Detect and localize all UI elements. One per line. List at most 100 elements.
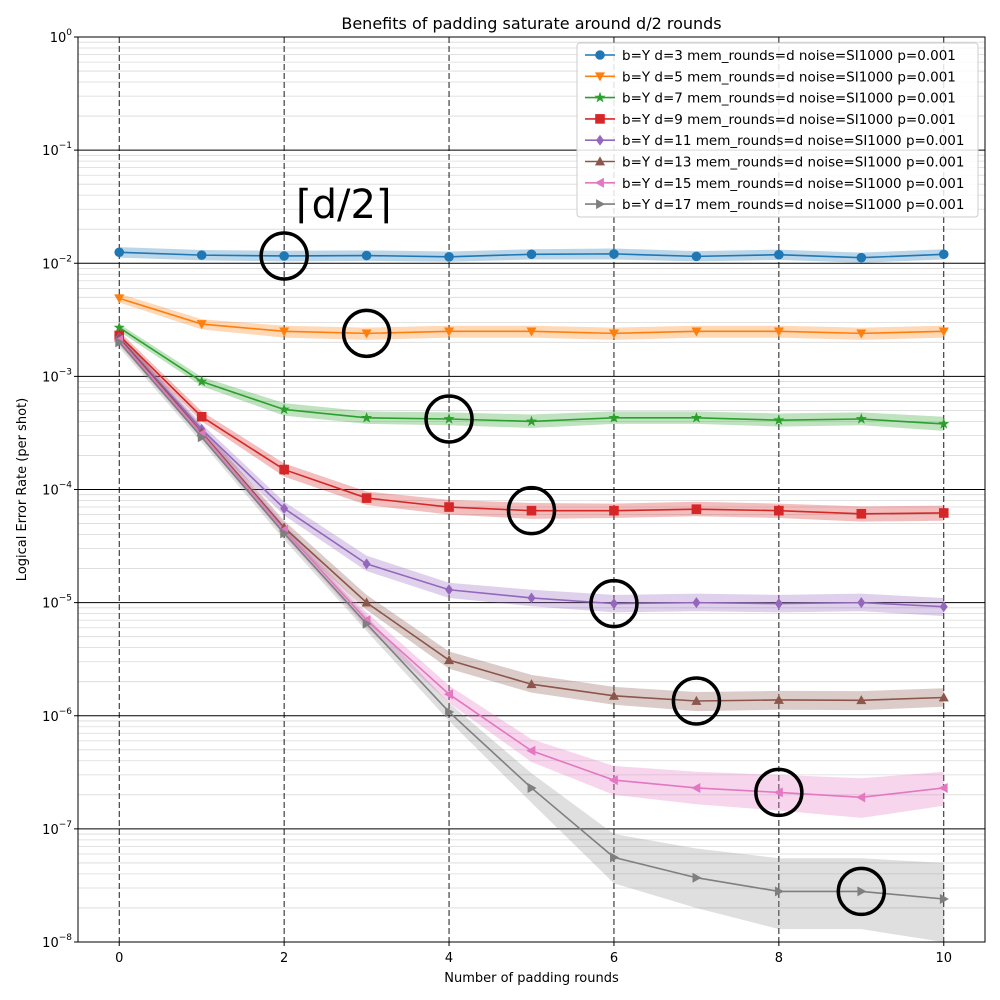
data-point	[690, 412, 702, 423]
y-tick-label: 10−8	[42, 933, 72, 951]
saturation-circle	[754, 767, 804, 818]
y-tick-label: 10−4	[42, 481, 72, 499]
data-point	[594, 91, 606, 103]
data-point	[774, 598, 783, 610]
y-tick-label: 100	[50, 28, 73, 46]
data-point	[692, 872, 702, 883]
data-point	[280, 528, 290, 539]
data-point	[362, 558, 371, 570]
legend-label: b=Y d=17 mem_rounds=d noise=SI1000 p=0.0…	[622, 197, 964, 213]
data-point	[608, 775, 618, 786]
y-ticks: 100 10−1 10−2 10−3 10−4 10−5 10−6 10−7 10−8	[42, 28, 78, 951]
data-point	[362, 618, 372, 629]
saturation-circle	[341, 308, 392, 359]
data-point	[608, 329, 619, 339]
x-ticks: 0 2 4 6 8 10	[115, 942, 952, 966]
data-point	[279, 464, 289, 475]
data-point	[361, 493, 372, 503]
data-point	[594, 72, 606, 82]
data-point	[361, 329, 372, 339]
legend-label: b=Y d=15 mem_rounds=d noise=SI1000 p=0.0…	[622, 176, 964, 192]
data-point	[527, 782, 537, 793]
data-point	[361, 412, 373, 423]
legend-label: b=Y d=5 mem_rounds=d noise=SI1000 p=0.00…	[622, 69, 956, 85]
data-point	[196, 411, 207, 422]
x-tick-label: 0	[115, 951, 123, 966]
series-band	[119, 293, 944, 340]
data-point	[855, 413, 867, 424]
data-point	[595, 114, 605, 124]
data-point	[115, 337, 125, 348]
data-point	[444, 502, 454, 512]
saturation-circle	[589, 578, 639, 629]
data-point	[444, 655, 455, 665]
data-point	[280, 502, 289, 514]
series-markers	[113, 247, 950, 904]
data-point	[196, 250, 207, 260]
data-point	[596, 134, 604, 146]
chart-title: Benefits of padding saturate around d/2 …	[341, 14, 721, 33]
y-tick-label: 10−6	[42, 707, 72, 725]
saturation-circles	[259, 231, 887, 917]
x-tick-label: 2	[280, 951, 288, 966]
data-point	[691, 327, 702, 337]
data-point	[691, 782, 701, 793]
data-point	[774, 886, 784, 897]
minor-grid	[78, 41, 985, 909]
data-point	[526, 679, 537, 689]
data-point	[856, 508, 867, 519]
data-point	[196, 320, 207, 330]
data-point	[594, 177, 604, 188]
data-point	[526, 745, 536, 756]
data-point	[113, 321, 125, 333]
data-point	[691, 695, 702, 705]
data-point	[445, 706, 455, 717]
data-point	[856, 792, 866, 803]
data-point	[691, 504, 702, 514]
y-tick-label: 10−3	[42, 367, 72, 385]
legend: b=Y d=3 mem_rounds=d noise=SI1000 p=0.00…	[576, 42, 979, 218]
legend-label: b=Y d=7 mem_rounds=d noise=SI1000 p=0.00…	[622, 91, 956, 107]
data-point	[279, 251, 289, 261]
data-point	[610, 852, 620, 863]
data-point	[443, 413, 455, 424]
saturation-circle	[259, 231, 309, 281]
data-point	[938, 327, 949, 337]
data-point	[692, 597, 701, 609]
data-point	[527, 592, 536, 604]
x-tick-label: 8	[775, 951, 783, 966]
data-point	[197, 432, 207, 443]
legend-box	[576, 42, 979, 218]
saturation-circle	[424, 394, 474, 444]
data-point	[443, 689, 453, 700]
data-point	[938, 418, 950, 429]
data-point	[609, 598, 618, 610]
x-tick-label: 10	[935, 951, 952, 966]
data-point	[278, 403, 290, 415]
data-point	[939, 601, 948, 613]
data-point	[595, 50, 605, 60]
data-point	[773, 414, 785, 425]
data-point	[938, 782, 948, 793]
data-point	[608, 412, 620, 423]
saturation-circle	[836, 866, 887, 917]
series-band	[119, 337, 944, 942]
data-point	[279, 327, 290, 337]
data-point	[773, 694, 784, 704]
legend-label: b=Y d=3 mem_rounds=d noise=SI1000 p=0.00…	[622, 48, 956, 64]
data-point	[938, 508, 949, 518]
y-tick-label: 10−1	[42, 141, 72, 159]
data-point	[361, 597, 372, 607]
ceil-d-half-annotation: ⌈d/2⌉	[296, 182, 392, 228]
data-point	[525, 415, 538, 427]
x-axis-label: Number of padding rounds	[444, 971, 619, 986]
data-point	[526, 249, 537, 260]
data-point	[938, 249, 949, 260]
data-point	[774, 505, 784, 516]
y-tick-label: 10−5	[42, 594, 72, 612]
data-point	[857, 597, 866, 609]
data-point	[938, 692, 949, 702]
data-point	[596, 199, 606, 210]
data-point	[691, 251, 702, 262]
y-axis-label: Logical Error Rate (per shot)	[15, 398, 30, 581]
